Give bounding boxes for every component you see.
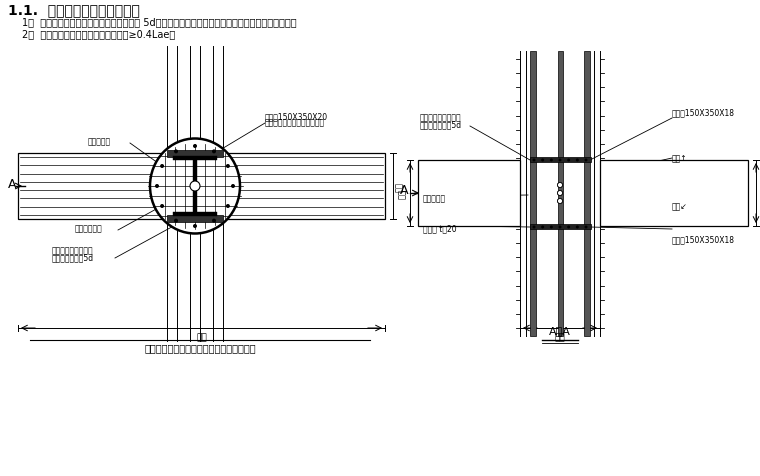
Circle shape <box>174 219 178 223</box>
Text: 1）  梁纵筋焊于钢牛腿、加劲肋上，双面焊 5d；当有双排筋时，第二排筋焊于钢牛腿或加劲肋下侧；: 1） 梁纵筋焊于钢牛腿、加劲肋上，双面焊 5d；当有双排筋时，第二排筋焊于钢牛腿… <box>22 17 296 27</box>
Circle shape <box>558 199 562 204</box>
Circle shape <box>193 145 197 149</box>
Text: 柱纵筋孔位: 柱纵筋孔位 <box>88 137 111 146</box>
Circle shape <box>226 205 230 208</box>
Circle shape <box>558 199 562 204</box>
Bar <box>530 158 591 163</box>
Text: 双面焊接于钢牛腿上: 双面焊接于钢牛腿上 <box>52 246 93 255</box>
Text: 1.1.  梁纵筋与型钢柱连接方法: 1.1. 梁纵筋与型钢柱连接方法 <box>8 3 140 17</box>
Text: 设置宝宝筋、垃圾加劲肋位置: 设置宝宝筋、垃圾加劲肋位置 <box>265 118 325 127</box>
Circle shape <box>559 226 562 229</box>
Circle shape <box>576 226 579 229</box>
Text: A－A: A－A <box>549 325 571 335</box>
Text: 2）  梁纵筋弯锚，满足水平段锚固长度≥0.4Lae。: 2） 梁纵筋弯锚，满足水平段锚固长度≥0.4Lae。 <box>22 29 176 39</box>
Text: 余同↑: 余同↑ <box>672 154 688 163</box>
Circle shape <box>541 226 544 229</box>
Bar <box>418 161 520 227</box>
Circle shape <box>160 165 164 169</box>
Text: 钢牛腿150X350X18: 钢牛腿150X350X18 <box>672 108 735 117</box>
Text: 柱宽: 柱宽 <box>555 332 565 341</box>
Text: 焊缝长度不小于5d: 焊缝长度不小于5d <box>420 120 462 129</box>
Bar <box>193 161 197 213</box>
Circle shape <box>549 226 553 229</box>
Circle shape <box>160 205 164 208</box>
Circle shape <box>567 226 570 229</box>
Text: A: A <box>8 177 17 190</box>
Bar <box>173 157 217 161</box>
Text: A: A <box>400 184 408 197</box>
Bar <box>584 52 590 336</box>
Text: 钢牛腿150X350X18: 钢牛腿150X350X18 <box>672 235 735 244</box>
Circle shape <box>541 159 544 162</box>
Text: 余同↙: 余同↙ <box>672 202 688 211</box>
Circle shape <box>567 159 570 162</box>
Circle shape <box>231 185 235 188</box>
Text: 双面焊接于钢牛腿上: 双面焊接于钢牛腿上 <box>420 113 461 122</box>
Circle shape <box>174 150 178 154</box>
Text: 栓筋塞穿孔: 栓筋塞穿孔 <box>423 194 446 203</box>
Circle shape <box>558 183 562 188</box>
Circle shape <box>558 191 562 196</box>
Bar <box>530 225 591 229</box>
Bar <box>600 161 748 227</box>
Text: 梁高: 梁高 <box>395 182 404 192</box>
Circle shape <box>193 225 197 228</box>
Text: 梁高: 梁高 <box>398 188 407 198</box>
Text: 钢牛腿150X350X20: 钢牛腿150X350X20 <box>265 112 328 121</box>
Circle shape <box>584 226 587 229</box>
Bar <box>173 213 217 217</box>
Circle shape <box>190 182 200 192</box>
Circle shape <box>559 159 562 162</box>
Circle shape <box>155 185 159 188</box>
Bar <box>167 151 223 158</box>
Bar <box>558 52 563 336</box>
Text: 焊接长度不小于5d: 焊接长度不小于5d <box>52 252 94 261</box>
Text: 非转换层型钢圆柱与钢筋混凝土梁节点详图: 非转换层型钢圆柱与钢筋混凝土梁节点详图 <box>144 342 256 352</box>
Text: 型钢钢柱腹板: 型钢钢柱腹板 <box>75 224 103 233</box>
Circle shape <box>549 159 553 162</box>
Circle shape <box>212 219 216 223</box>
Ellipse shape <box>150 139 240 234</box>
Circle shape <box>533 159 536 162</box>
Circle shape <box>576 159 579 162</box>
Bar <box>18 154 163 219</box>
Bar <box>167 216 223 223</box>
Circle shape <box>226 165 230 169</box>
Text: 加劲肋 t＝20: 加劲肋 t＝20 <box>423 224 457 233</box>
Circle shape <box>584 159 587 162</box>
Bar <box>227 154 385 219</box>
Text: 梁宽: 梁宽 <box>196 332 207 341</box>
Circle shape <box>558 191 562 196</box>
Circle shape <box>212 150 216 154</box>
Bar <box>530 52 536 336</box>
Circle shape <box>533 226 536 229</box>
Circle shape <box>558 183 562 188</box>
